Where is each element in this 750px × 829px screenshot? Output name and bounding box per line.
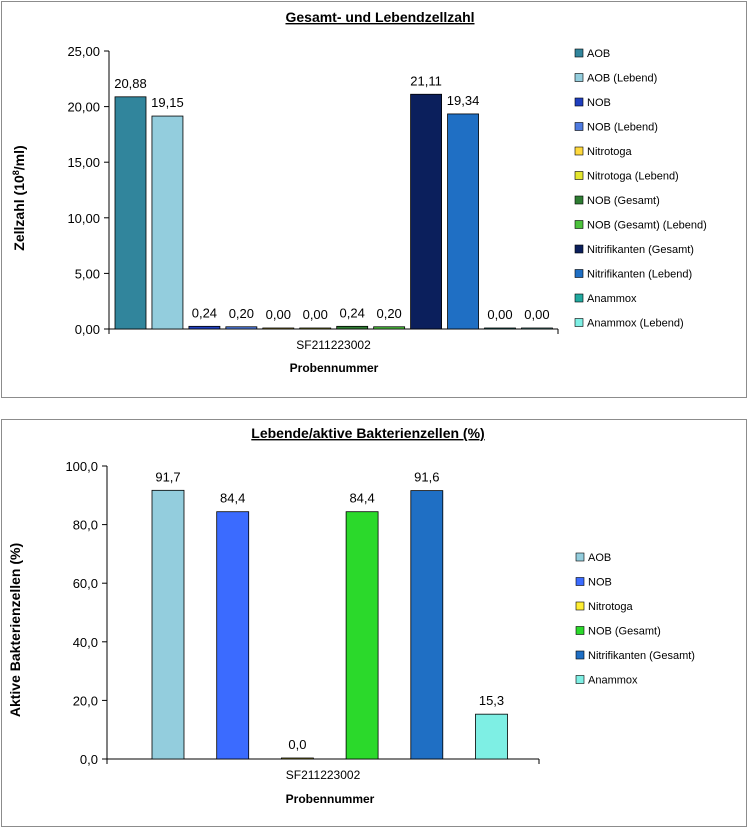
data-label: 0,20: [376, 306, 401, 321]
x-tick-label: SF211223002: [286, 768, 361, 782]
y-axis-label-tail: /ml): [11, 145, 27, 170]
bar: [373, 326, 406, 330]
bar: [188, 325, 221, 330]
data-label: 0,00: [524, 307, 549, 322]
bar: [216, 511, 250, 760]
chart-active-cells: Lebende/aktive Bakterienzellen (%) Aktiv…: [7, 425, 695, 806]
legend-label: NOB (Lebend): [587, 122, 658, 134]
legend-label: Nitrifikanten (Gesamt): [587, 244, 694, 256]
bar: [475, 713, 508, 760]
y-tick-label: 80,0: [73, 518, 98, 533]
legend-label: NOB (Gesamt) (Lebend): [587, 220, 707, 232]
legend-label: Anammox (Lebend): [587, 318, 684, 330]
data-label: 91,6: [414, 470, 439, 485]
y-tick-label: 20,0: [73, 693, 98, 708]
legend-label: AOB (Lebend): [587, 73, 657, 85]
chart-title: Gesamt- und Lebendzellzahl: [285, 9, 474, 25]
legend-label: NOB (Gesamt): [588, 626, 661, 638]
bar: [484, 327, 516, 330]
legend-swatch: [574, 97, 584, 107]
data-label: 91,7: [155, 469, 180, 484]
y-axis-label: Aktive Bakterienzellen (%): [7, 543, 23, 717]
y-tick-label: 25,00: [67, 44, 100, 59]
legend-swatch: [575, 626, 585, 635]
legend-swatch: [574, 48, 584, 58]
data-label: 0,00: [266, 307, 291, 322]
data-label: 84,4: [220, 491, 245, 506]
legend-label: Nitrotoga (Lebend): [587, 171, 679, 183]
legend-swatch: [574, 146, 584, 156]
legend-swatch: [574, 171, 584, 180]
legend-label: AOB: [588, 552, 611, 564]
data-label: 0,00: [303, 307, 328, 322]
bar: [151, 489, 185, 760]
bar: [280, 757, 314, 760]
bar: [521, 327, 553, 330]
y-axis-label-base: Zellzahl (10: [11, 175, 27, 251]
data-label: 84,4: [349, 491, 374, 506]
y-tick-label: 0,0: [80, 752, 98, 767]
legend-label: Nitrifikanten (Gesamt): [588, 650, 695, 662]
data-label: 0,24: [340, 305, 365, 320]
data-label: 21,11: [410, 73, 442, 88]
data-label: 19,34: [447, 93, 480, 108]
legend-label: NOB (Gesamt): [587, 195, 660, 207]
y-tick-label: 100,0: [65, 459, 98, 474]
bar: [225, 326, 258, 330]
x-axis-label: Probennummer: [290, 361, 379, 375]
legend-swatch: [574, 195, 584, 205]
bar: [447, 113, 479, 330]
chart-cell-counts: Gesamt- und Lebendzellzahl Zellzahl (108…: [11, 9, 707, 375]
legend-swatch: [574, 73, 584, 82]
bar: [410, 490, 444, 760]
legend-swatch: [575, 675, 585, 684]
legend-swatch: [574, 293, 584, 303]
y-axis-label-superscript: 8: [11, 170, 21, 175]
bar: [410, 93, 443, 330]
legend-swatch: [575, 552, 585, 562]
data-label: 15,3: [479, 693, 504, 708]
y-tick-label: 40,0: [73, 635, 98, 650]
legend-swatch: [574, 244, 584, 254]
bar: [336, 325, 369, 330]
legend-swatch: [574, 318, 584, 327]
bar: [151, 115, 184, 330]
legend-label: Anammox: [588, 675, 638, 687]
legend-swatch: [574, 220, 584, 229]
bar: [345, 511, 379, 760]
legend-swatch: [574, 269, 584, 278]
x-axis-label: Probennummer: [286, 792, 375, 806]
data-label: 19,15: [151, 95, 184, 110]
bar: [114, 96, 147, 330]
data-label: 0,00: [487, 307, 512, 322]
legend-swatch: [575, 650, 585, 660]
legend-swatch: [575, 577, 585, 586]
y-tick-label: 5,00: [75, 266, 100, 281]
data-label: 0,24: [192, 305, 217, 320]
y-tick-label: 20,00: [67, 100, 100, 115]
chart-panel-cell-counts: Gesamt- und Lebendzellzahl Zellzahl (108…: [1, 1, 747, 398]
chart-panel-active-cells: Lebende/aktive Bakterienzellen (%) Aktiv…: [1, 419, 747, 827]
y-tick-label: 15,00: [67, 155, 100, 170]
data-label: 0,0: [288, 737, 306, 752]
y-tick-label: 10,00: [67, 211, 100, 226]
x-tick-label: SF211223002: [296, 338, 371, 352]
legend-swatch: [574, 122, 584, 131]
legend-label: AOB: [587, 48, 610, 60]
y-tick-label: 0,00: [75, 322, 100, 337]
legend-label: NOB: [587, 97, 611, 109]
y-tick-label: 60,0: [73, 576, 98, 591]
legend-label: Nitrotoga: [588, 601, 634, 613]
legend-swatch: [575, 601, 585, 611]
legend-label: Anammox: [587, 293, 637, 305]
legend-label: Nitrotoga: [587, 146, 633, 158]
legend-label: Nitrifikanten (Lebend): [587, 269, 692, 281]
bar: [262, 327, 295, 330]
bar: [299, 327, 332, 330]
data-label: 0,20: [229, 306, 254, 321]
y-axis-label: Zellzahl (108/ml): [11, 145, 27, 250]
data-label: 20,88: [114, 76, 147, 91]
chart-title: Lebende/aktive Bakterienzellen (%): [251, 425, 484, 441]
legend-label: NOB: [588, 577, 612, 589]
